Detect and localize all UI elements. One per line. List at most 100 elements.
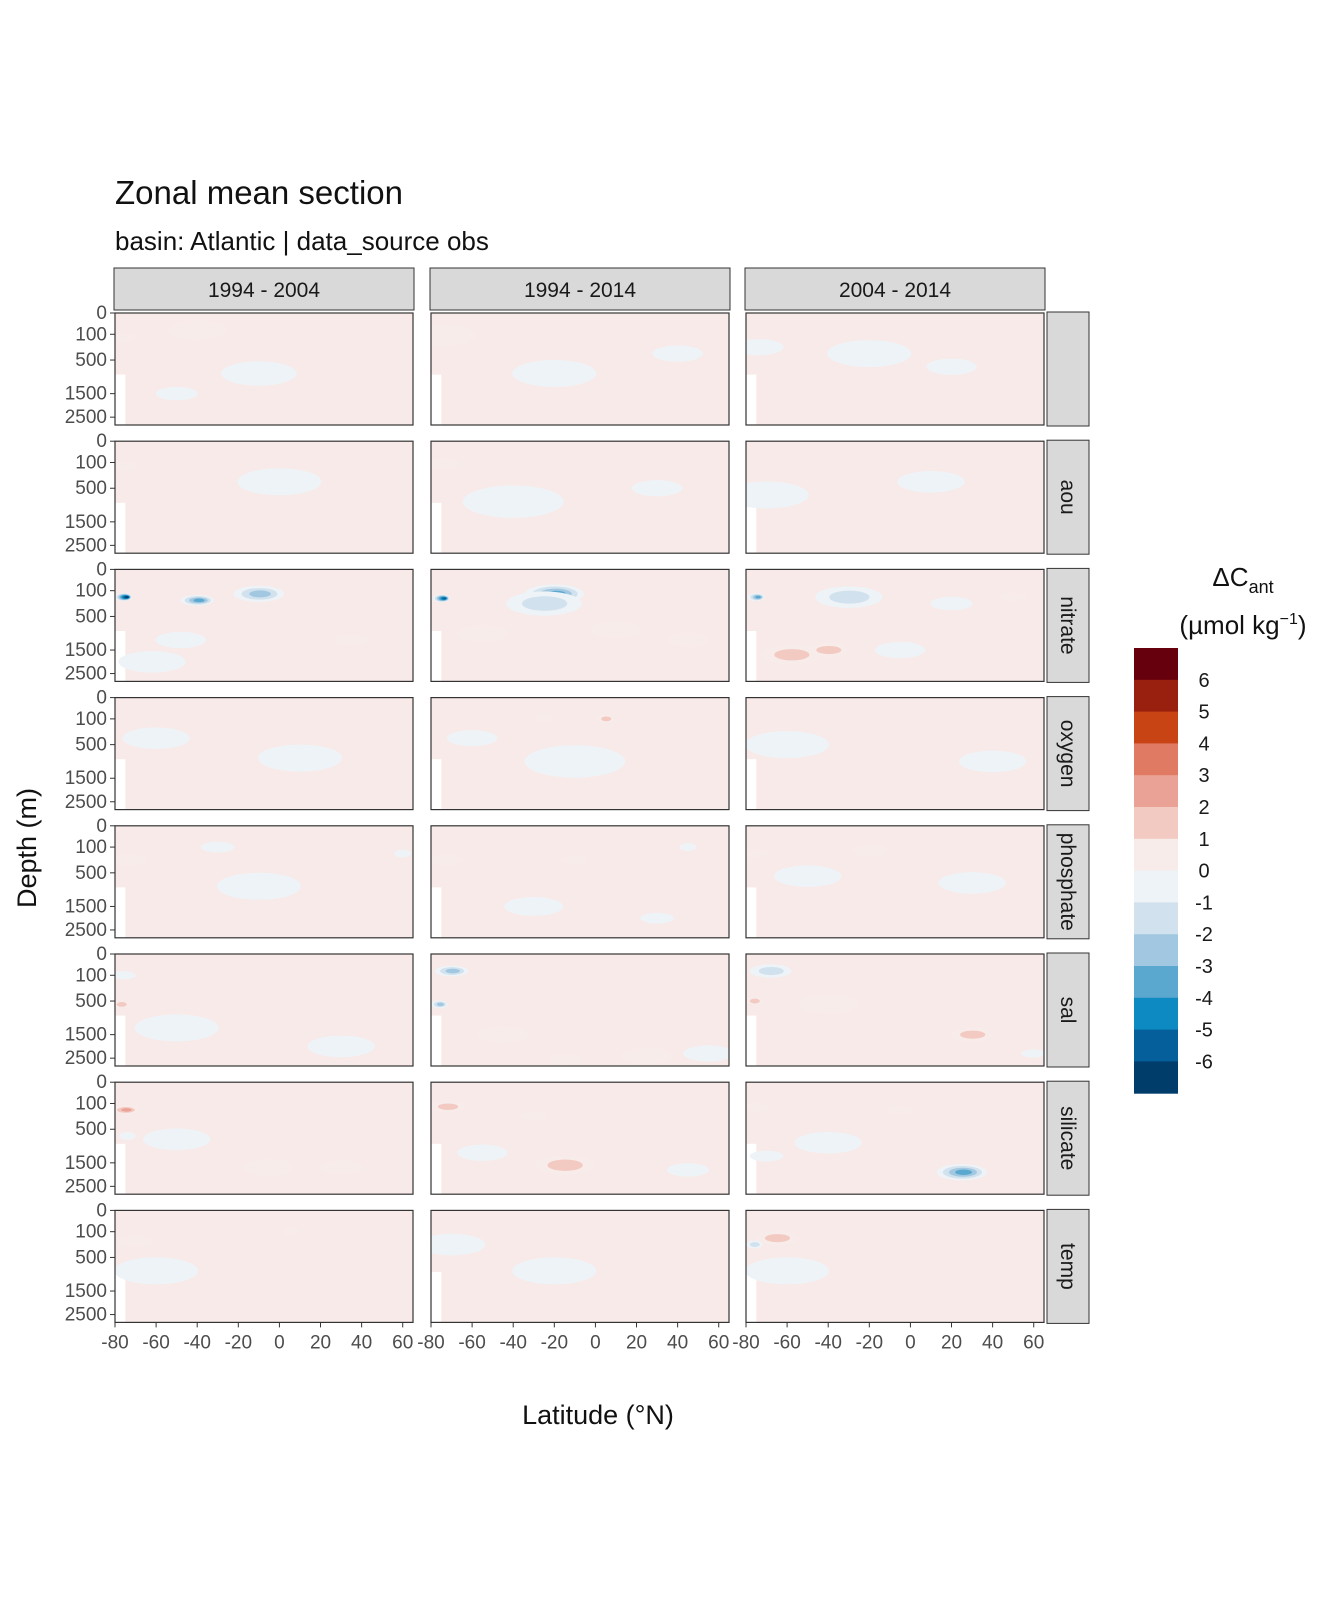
legend-label: 0 — [1198, 861, 1209, 883]
legend: ΔCant (µmol kg−1) 6 5 4 3 2 1 0 -1 -2 -3 -4 -5 -6 — [1134, 562, 1307, 1094]
x-tick-label: 20 — [626, 1332, 647, 1353]
x-tick-label: -80 — [417, 1332, 444, 1353]
panel-border — [745, 696, 1045, 811]
field-contour — [524, 745, 626, 778]
legend-label: 3 — [1198, 765, 1209, 787]
field-contour — [758, 966, 784, 976]
row-strips: aou nitrate oxygen phosphate sal silicate temp — [1046, 311, 1090, 1324]
field-contour — [334, 634, 369, 646]
field-contour — [547, 1054, 582, 1066]
legend-swatch — [1134, 775, 1178, 808]
x-tick-label: -40 — [183, 1332, 210, 1353]
field-contour — [457, 625, 508, 642]
field-contour — [115, 1257, 199, 1285]
field-contour — [134, 1014, 219, 1042]
field-contour — [764, 1234, 791, 1243]
field-contour — [521, 596, 568, 611]
y-tick-label: 0 — [96, 431, 107, 452]
y-tick-label: 1500 — [65, 1281, 107, 1302]
y-tick-label: 2500 — [65, 1305, 107, 1326]
land-mask — [431, 374, 442, 425]
field-contour — [827, 340, 912, 368]
section-panel — [114, 953, 414, 1067]
x-tick-label: 60 — [392, 1332, 413, 1353]
field-contour — [749, 1242, 760, 1247]
section-panel — [745, 1081, 1045, 1195]
field-contour — [798, 994, 858, 1014]
field-contour — [118, 651, 186, 673]
panel-border — [114, 1209, 414, 1324]
legend-swatch — [1134, 966, 1178, 999]
field-contour — [746, 849, 769, 858]
legend-label: 2 — [1198, 797, 1209, 819]
panel-background — [431, 1082, 729, 1195]
field-contour — [749, 998, 760, 1004]
field-contour — [887, 1105, 913, 1114]
panel-border — [114, 696, 414, 811]
legend-title-units: (µmol kg−1) — [1179, 610, 1306, 640]
field-contour — [155, 631, 206, 649]
field-contour — [683, 1045, 729, 1062]
section-panel — [745, 568, 1045, 683]
field-contour — [590, 621, 642, 638]
field-contour — [521, 1112, 547, 1121]
x-tick-label: 40 — [351, 1332, 372, 1353]
land-mask — [746, 1143, 757, 1195]
land-mask — [746, 502, 757, 554]
field-contour — [938, 872, 1006, 894]
land-mask — [115, 502, 126, 554]
field-contour — [446, 730, 498, 747]
field-contour — [631, 480, 683, 497]
panel-border — [114, 440, 414, 554]
panel-border — [430, 312, 730, 426]
field-contour — [307, 1035, 375, 1058]
field-contour — [431, 458, 459, 470]
field-contour — [193, 598, 205, 603]
section-panel — [430, 825, 730, 939]
land-mask — [115, 887, 126, 938]
field-contour — [462, 485, 564, 518]
section-panel — [430, 440, 730, 554]
legend-label: 5 — [1198, 702, 1209, 724]
panel-border — [430, 825, 730, 939]
field-contour — [562, 855, 588, 865]
field-contour — [774, 649, 810, 661]
panel-border — [114, 953, 414, 1067]
chart-subtitle: basin: Atlantic | data_source obs — [115, 226, 489, 256]
legend-swatches — [1134, 648, 1178, 1094]
section-panel — [114, 440, 414, 554]
land-mask — [115, 1015, 126, 1066]
legend-label: -3 — [1195, 956, 1213, 978]
panel-border — [430, 568, 730, 683]
field-contour — [431, 1233, 486, 1256]
field-contour — [926, 358, 977, 375]
land-mask — [115, 374, 126, 425]
y-tick-label: 2500 — [65, 535, 107, 556]
y-tick-label: 0 — [96, 1200, 107, 1221]
y-axes: 0100500150025000100500150025000100500150… — [65, 303, 115, 1326]
column-strips: 1994 - 2004 1994 - 2014 2004 - 2014 — [113, 267, 1046, 311]
land-mask — [115, 759, 126, 810]
legend-swatch — [1134, 838, 1178, 872]
field-contour — [755, 595, 761, 599]
field-contour — [679, 843, 697, 852]
y-tick-label: 2500 — [65, 1048, 107, 1069]
column-strip — [744, 267, 1046, 311]
legend-label: -4 — [1195, 988, 1213, 1010]
field-contour — [125, 596, 129, 598]
y-tick-label: 0 — [96, 1072, 107, 1093]
panel-border — [745, 1081, 1045, 1195]
legend-swatch — [1134, 648, 1178, 681]
y-tick-label: 1500 — [65, 896, 107, 917]
row-strip — [1046, 567, 1090, 683]
legend-label: 6 — [1198, 670, 1209, 692]
x-tick-label: 20 — [941, 1332, 962, 1353]
field-contour — [257, 744, 342, 772]
y-tick-label: 2500 — [65, 664, 107, 685]
field-contour — [249, 590, 271, 598]
row-strip — [1046, 311, 1090, 427]
y-tick-label: 1500 — [65, 512, 107, 533]
field-contour — [437, 1103, 459, 1110]
legend-label: -6 — [1195, 1051, 1213, 1073]
x-tick-label: -80 — [101, 1332, 128, 1353]
